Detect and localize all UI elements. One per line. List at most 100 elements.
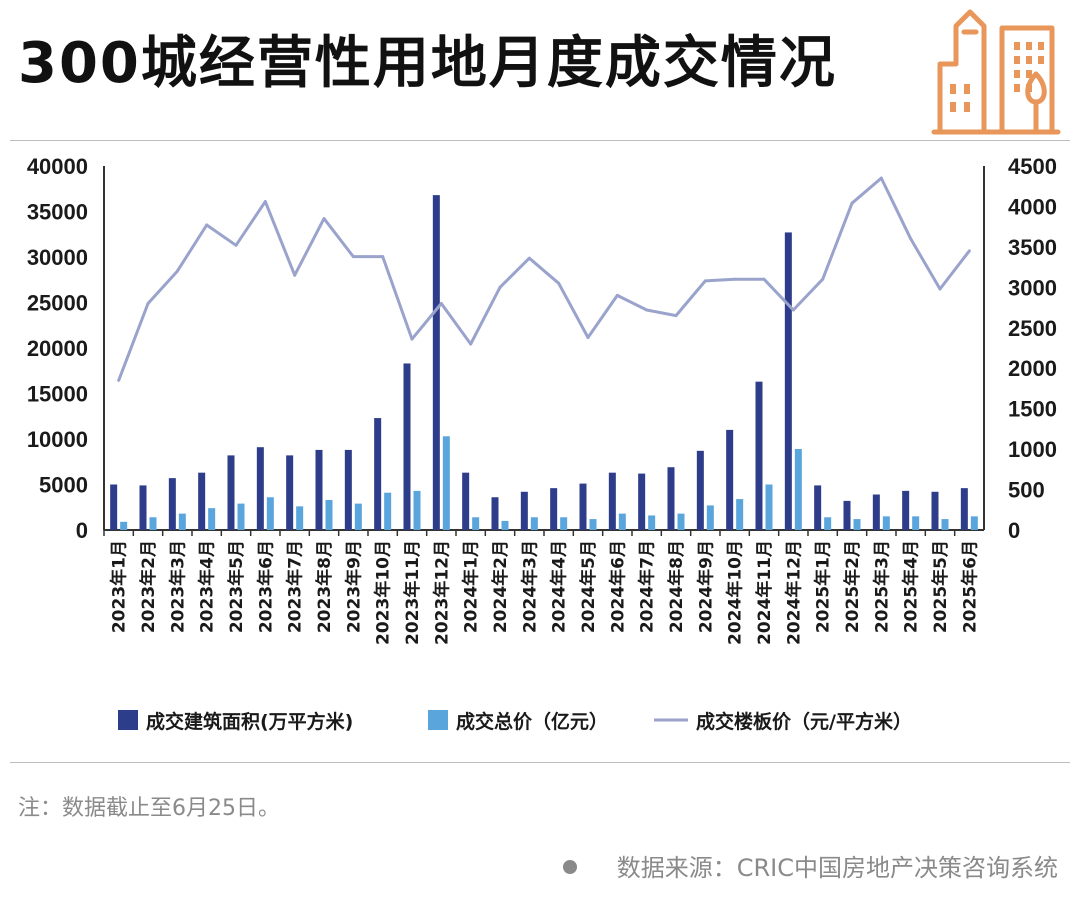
bar-total (794, 449, 802, 530)
bar-total (237, 503, 245, 530)
x-tick-label: 2025年6月 (959, 540, 980, 633)
legend-swatch-area (118, 710, 138, 730)
price-point (879, 176, 883, 180)
price-point (703, 279, 707, 283)
bar-area (638, 473, 646, 530)
bar-area (960, 488, 968, 530)
bar-area (286, 455, 294, 530)
right-tick-label: 3500 (1008, 235, 1057, 260)
right-tick-label: 1500 (1008, 397, 1057, 422)
price-point (615, 293, 619, 297)
x-tick-label: 2023年3月 (167, 540, 188, 633)
bar-total (677, 513, 685, 530)
bar-area (579, 483, 587, 530)
right-tick-label: 4500 (1008, 154, 1057, 179)
bar-area (667, 467, 675, 530)
x-tick-label: 2024年1月 (461, 540, 482, 633)
bar-area (403, 363, 411, 530)
bar-area (814, 485, 822, 530)
source-text: 数据来源：CRIC中国房地产决策咨询系统 (616, 854, 1058, 882)
x-tick-label: 2023年2月 (138, 540, 159, 633)
bar-total (530, 517, 538, 530)
price-point (733, 277, 737, 281)
price-point (527, 256, 531, 260)
x-tick-label: 2023年11月 (402, 540, 423, 645)
price-point (117, 378, 121, 382)
right-tick-label: 2500 (1008, 316, 1057, 341)
left-tick-label: 35000 (27, 200, 88, 225)
legend-label-area: 成交建筑面积(万平方米) (146, 710, 353, 733)
price-point (645, 308, 649, 312)
bar-area (198, 472, 206, 530)
price-point (293, 273, 297, 277)
x-tick-label: 2023年1月 (109, 540, 130, 633)
x-tick-label: 2025年1月 (813, 540, 834, 633)
x-tick-label: 2025年3月 (871, 540, 892, 633)
price-point (791, 308, 795, 312)
price-point (263, 200, 267, 204)
bar-total (384, 492, 392, 530)
source-line: 数据来源：CRIC中国房地产决策咨询系统 (562, 848, 1058, 883)
price-point (821, 277, 825, 281)
bar-area (110, 484, 118, 530)
price-point (205, 223, 209, 227)
price-point (762, 277, 766, 281)
x-tick-label: 2023年6月 (255, 540, 276, 633)
bar-total (296, 506, 304, 530)
price-point (439, 302, 443, 306)
bar-total (178, 513, 186, 530)
price-point (381, 255, 385, 259)
chart: 0500010000150002000025000300003500040000… (27, 154, 1057, 733)
bar-total (882, 516, 890, 530)
price-point (175, 269, 179, 273)
price-point (410, 337, 414, 341)
left-tick-label: 5000 (39, 473, 88, 498)
price-point (322, 217, 326, 221)
price-point (674, 314, 678, 318)
bar-total (266, 497, 274, 530)
x-tick-label: 2024年4月 (549, 540, 570, 633)
price-point (938, 287, 942, 291)
x-tick-label: 2024年7月 (637, 540, 658, 633)
city-buildings-icon (931, 9, 1061, 135)
price-point (498, 285, 502, 289)
left-tick-label: 15000 (27, 382, 88, 407)
x-tick-label: 2024年11月 (754, 540, 775, 645)
x-tick-label: 2024年2月 (490, 540, 511, 633)
bar-total (325, 499, 333, 530)
right-tick-label: 500 (1008, 478, 1045, 503)
right-tick-label: 4000 (1008, 194, 1057, 219)
legend-label-price: 成交楼板价（元/平方米） (696, 710, 912, 733)
bar-total (706, 505, 714, 530)
legend-total: 成交总价（亿元） (428, 710, 608, 733)
bullet-icon (562, 860, 577, 874)
bar-area (843, 500, 851, 530)
price-point (967, 249, 971, 253)
right-tick-label: 3000 (1008, 275, 1057, 300)
bar-total (120, 521, 128, 530)
right-tick-label: 1000 (1008, 437, 1057, 462)
x-tick-label: 2023年5月 (226, 540, 247, 633)
bar-total (765, 484, 773, 530)
bar-area (139, 485, 147, 530)
price-point (146, 302, 150, 306)
bar-area (256, 447, 264, 530)
bar-area (902, 490, 910, 530)
title-divider (10, 140, 1070, 141)
bar-total (149, 517, 157, 530)
bar-area (784, 232, 792, 530)
bar-total (824, 517, 832, 530)
legend-label-total: 成交总价（亿元） (456, 710, 608, 733)
bar-total (354, 503, 362, 530)
x-tick-label: 2024年8月 (666, 540, 687, 633)
bar-total (560, 517, 568, 530)
left-tick-label: 20000 (27, 336, 88, 361)
footnote: 注：数据截止至6月25日。 (18, 796, 280, 821)
bar-area (374, 418, 382, 530)
bar-area (520, 491, 528, 530)
x-tick-label: 2024年5月 (578, 540, 599, 633)
legend-price: 成交楼板价（元/平方米） (654, 710, 912, 733)
bar-total (736, 499, 744, 530)
price-point (234, 243, 238, 247)
left-tick-label: 40000 (27, 154, 88, 179)
